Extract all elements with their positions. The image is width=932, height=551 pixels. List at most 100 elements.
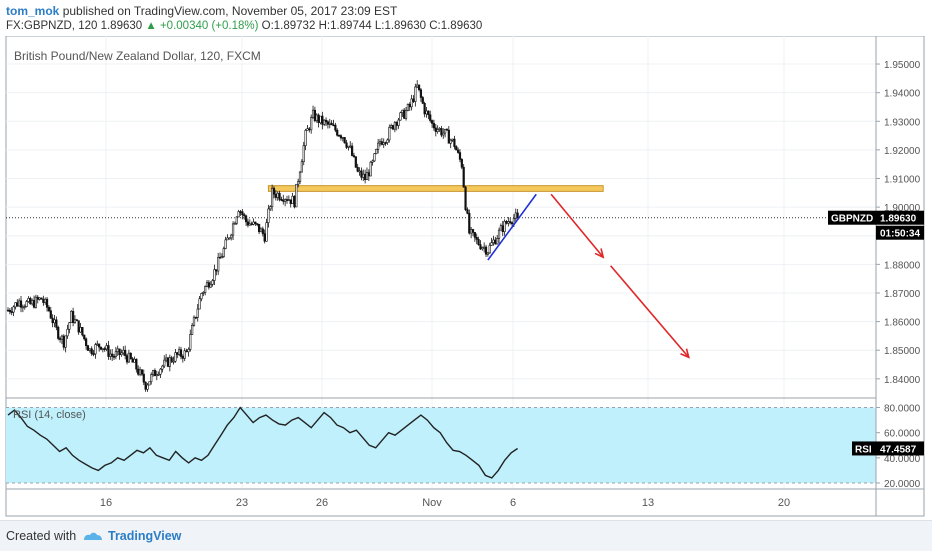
candle-body <box>289 199 292 204</box>
candle-body <box>349 145 352 148</box>
candle-body <box>410 98 413 108</box>
candle-body <box>297 181 300 185</box>
candle-body <box>183 350 186 359</box>
candle-body <box>51 317 54 324</box>
price-tick-label: 1.85000 <box>884 346 921 357</box>
candle-body <box>73 319 77 323</box>
candle-body <box>434 127 437 132</box>
candle-body <box>131 358 134 363</box>
candle-body <box>21 306 24 309</box>
candle-body <box>178 349 181 355</box>
candle-body <box>295 183 298 208</box>
candle-body <box>34 296 37 308</box>
candle-body <box>10 311 13 313</box>
candle-body <box>86 345 90 351</box>
candle-body <box>280 199 283 201</box>
symbol-interval: FX:GBPNZD, 120 <box>6 20 98 32</box>
countdown-tag: 01:50:34 <box>876 225 924 240</box>
candle-body <box>256 223 259 225</box>
candle-body <box>287 199 290 202</box>
candle-body <box>122 349 125 354</box>
candle-body <box>81 327 84 336</box>
candle-body <box>499 225 503 231</box>
candle-body <box>326 121 330 125</box>
candle-body <box>103 348 106 350</box>
candle-body <box>144 381 147 390</box>
chart-header: tom_mok published on TradingView.com, No… <box>0 0 932 36</box>
projection-arrows[interactable] <box>550 193 690 359</box>
candle-body <box>230 234 233 239</box>
candle-body <box>397 119 400 126</box>
candle-body <box>390 125 393 128</box>
candle-body <box>49 310 52 319</box>
candle-body <box>198 298 201 310</box>
candle-body <box>16 302 19 307</box>
candle-body <box>172 360 175 363</box>
candle-body <box>42 298 45 303</box>
candle-body <box>321 115 324 125</box>
rsi-tag: RSI 47.4587 <box>852 441 924 456</box>
candle-body <box>306 128 309 131</box>
candle-body <box>479 244 482 250</box>
candle-body <box>75 319 78 322</box>
candle-body <box>339 135 343 139</box>
candle-body <box>477 239 480 245</box>
tradingview-link[interactable]: TradingView <box>108 529 182 543</box>
candle-body <box>278 192 281 200</box>
candle-body <box>155 374 158 377</box>
candle-body <box>98 343 101 348</box>
candle-body <box>168 357 171 367</box>
chart-area[interactable]: 1.95000 1.94000 1.93000 1.92000 1.91000 1.900… <box>0 36 932 520</box>
candle-body <box>220 256 224 259</box>
candle-body <box>244 215 248 223</box>
trend-line[interactable] <box>487 193 537 261</box>
rsi-tick-label: 60.0000 <box>884 429 921 440</box>
change-up-icon: ▲ <box>145 20 157 32</box>
candle-body <box>27 298 30 302</box>
resistance-zone[interactable] <box>267 185 604 192</box>
candle-body <box>393 122 396 130</box>
price-tick-label: 1.87000 <box>884 289 921 300</box>
last-price: 1.89630 <box>100 20 143 32</box>
candle-body <box>150 374 153 383</box>
candle-body <box>300 161 303 173</box>
candle-body <box>371 160 374 163</box>
candle-body <box>47 307 51 312</box>
candle-body <box>492 239 495 243</box>
candle-body <box>217 256 220 272</box>
candle-body <box>194 316 197 319</box>
candle-body <box>85 338 88 346</box>
candle-body <box>105 345 108 350</box>
candle-body <box>23 306 26 308</box>
time-axis[interactable]: 16 23 26 Nov 6 13 20 <box>100 497 790 509</box>
close-value: 1.89630 <box>440 20 483 32</box>
candle-body <box>284 199 287 202</box>
candle-body <box>192 316 196 326</box>
price-chart-title: British Pound/New Zealand Dollar, 120, F… <box>14 49 261 63</box>
candle-body <box>112 356 116 358</box>
candle-body <box>412 98 415 102</box>
candle-body <box>55 319 58 328</box>
candle-body <box>473 232 476 238</box>
candle-body <box>451 138 454 141</box>
candle-body <box>319 115 322 124</box>
candle-body <box>14 302 17 308</box>
candle-body <box>60 335 64 340</box>
candle-body <box>274 193 277 198</box>
price-tick-label: 1.91000 <box>884 175 921 186</box>
rsi-axis[interactable]: 80.0000 60.0000 40.0000 20.0000 <box>876 404 921 490</box>
candle-body <box>271 187 274 207</box>
candle-body <box>369 161 372 177</box>
candle-body <box>391 125 395 130</box>
candle-body <box>202 292 205 294</box>
candle-body <box>207 282 210 288</box>
candle-body <box>209 284 212 288</box>
author-name[interactable]: tom_mok <box>6 4 60 18</box>
time-tick-label: Nov <box>422 497 442 509</box>
candle-body <box>293 195 296 208</box>
candle-body <box>125 355 129 363</box>
candle-body <box>334 124 337 131</box>
candle-body <box>429 114 432 121</box>
symbol-tag: GBPNZD <box>828 210 876 225</box>
candle-body <box>272 187 276 195</box>
